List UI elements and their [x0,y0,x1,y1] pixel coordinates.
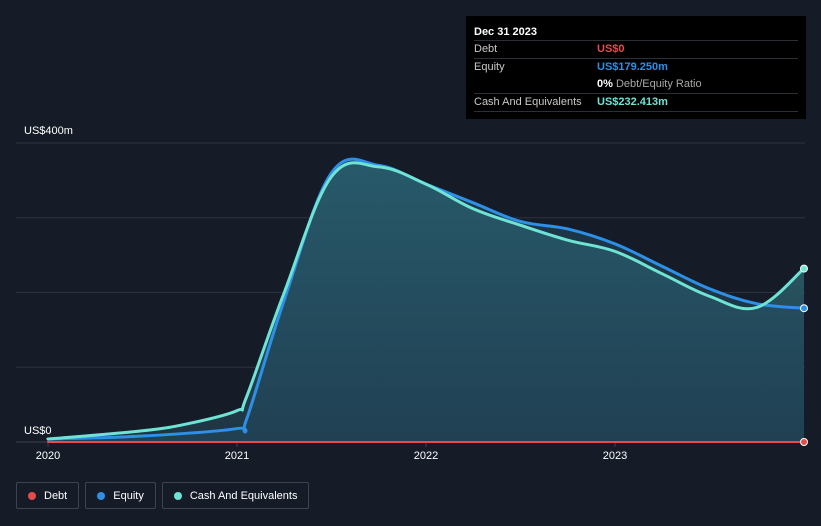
tooltip-ratio-label: Debt/Equity Ratio [615,78,702,90]
tooltip-row-equity: Equity US$179.250m [474,58,798,76]
tooltip-equity-label: Equity [474,61,505,73]
cash-dot-icon [173,491,182,500]
legend-label-equity: Equity [113,489,144,502]
endpoint-debt [800,438,808,446]
tooltip-row-debt: Debt US$0 [474,40,798,58]
x-tick-label: 2023 [602,450,628,462]
legend-item-cash[interactable]: Cash And Equivalents [161,482,310,509]
legend-item-debt[interactable]: Debt [16,482,80,509]
line-cash [46,161,806,441]
tooltip-row-cash: Cash And Equivalents US$232.413m [474,93,798,112]
series-areas [48,159,804,443]
legend: Debt Equity Cash And Equivalents [16,482,310,509]
x-tick-label: 2020 [35,450,61,462]
legend-label-cash: Cash And Equivalents [189,489,298,502]
tooltip-debt-label: Debt [474,43,498,55]
y-axis-top-label: US$400m [24,125,73,137]
tooltip-cash-label: Cash And Equivalents [474,96,582,108]
tooltip: Dec 31 2023 Debt US$0 Equity US$179.250m… [466,16,806,119]
endpoint-cash [800,264,808,273]
equity-dot-icon [97,491,106,500]
debt-dot-icon [28,491,36,500]
tooltip-cash-value: US$232.413m [597,96,668,108]
y-axis-bottom-label: US$0 [24,425,52,437]
tooltip-ratio: 0% Debt/Equity Ratio [597,76,702,93]
x-tick-label: 2022 [413,450,439,462]
x-tick-label: 2021 [224,450,250,462]
legend-item-equity[interactable]: Equity [85,482,156,509]
series-endpoints [800,264,808,446]
tooltip-row-ratio: 0% Debt/Equity Ratio [474,76,798,93]
legend-label-debt: Debt [44,489,68,502]
area-equity [48,159,804,442]
tooltip-debt-value: US$0 [597,43,625,55]
tooltip-equity-value: US$179.250m [597,61,668,73]
tooltip-date: Dec 31 2023 [474,26,537,38]
tooltip-ratio-value: 0% [597,78,613,90]
endpoint-equity [800,304,808,313]
series-lines [46,157,806,444]
